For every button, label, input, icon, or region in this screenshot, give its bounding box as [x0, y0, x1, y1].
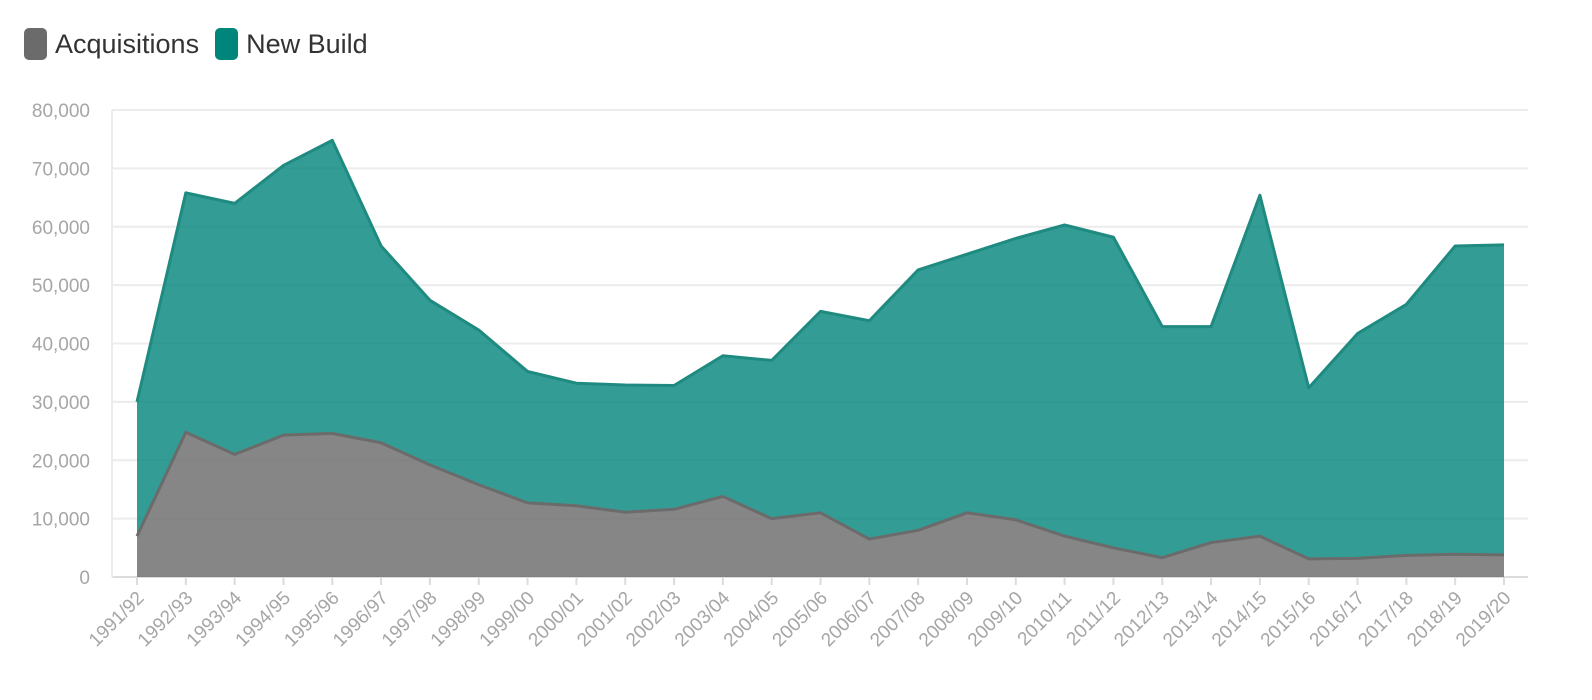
line-acquisitions: [135, 430, 1505, 561]
y-tick-label: 10,000: [32, 510, 90, 531]
y-tick-label: 30,000: [32, 393, 90, 414]
line-new-build: [135, 138, 1505, 403]
x-tick-label: 2019/20: [1452, 588, 1515, 651]
chart-areas: [135, 138, 1505, 577]
legend-label-acquisitions: Acquisitions: [55, 29, 200, 59]
y-tick-label: 0: [79, 568, 90, 589]
y-tick-label: 20,000: [32, 451, 90, 472]
area-acquisitions[interactable]: [137, 432, 1504, 577]
area-new-build[interactable]: [137, 140, 1504, 559]
y-tick-label: 70,000: [32, 159, 90, 180]
legend-item-acquisitions[interactable]: Acquisitions: [24, 26, 199, 62]
y-tick-label: 40,000: [32, 335, 90, 356]
y-tick-label: 80,000: [32, 101, 90, 122]
legend: Acquisitions New Build: [24, 26, 368, 62]
x-tick-label: 2009/10: [964, 588, 1027, 651]
y-tick-label: 50,000: [32, 276, 90, 297]
y-tick-label: 60,000: [32, 218, 90, 239]
legend-swatch-new-build: [215, 28, 239, 60]
x-axis: 1991/921992/931993/941994/951995/961996/…: [85, 577, 1516, 651]
legend-item-new-build[interactable]: New Build: [215, 26, 368, 62]
legend-label-new-build: New Build: [246, 29, 368, 59]
legend-swatch-acquisitions: [24, 28, 47, 60]
y-axis: 0 10,000 20,000 30,000 40,000 50,000 60,000 70,…: [32, 101, 113, 589]
